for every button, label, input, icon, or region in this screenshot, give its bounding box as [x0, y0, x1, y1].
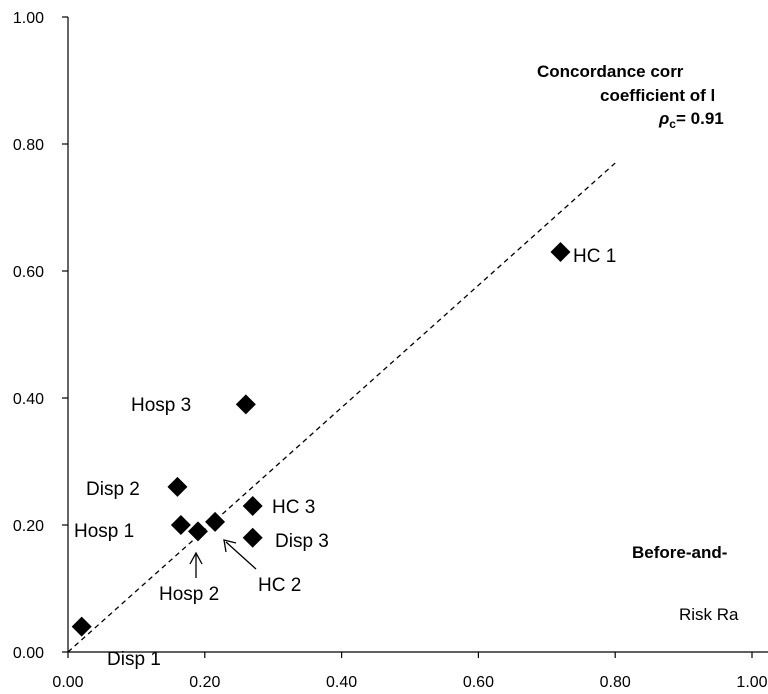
- data-point-disp-3: [242, 527, 263, 548]
- y-tick-label: 1.00: [13, 10, 44, 27]
- x-tick-label: 0.20: [189, 674, 220, 691]
- data-point-disp-2: [167, 476, 188, 497]
- label-hc2: HC 2: [258, 575, 301, 596]
- hosp2-arrow: [189, 551, 203, 578]
- rho-subscript: c: [669, 117, 676, 131]
- x-tick-label: 0.60: [463, 674, 494, 691]
- x-tick-label: 0.40: [326, 674, 357, 691]
- label-disp1: Disp 1: [107, 649, 161, 670]
- label-disp2: Disp 2: [86, 479, 140, 500]
- x-tick-label: 0.80: [600, 674, 631, 691]
- y-tick-label: 0.40: [13, 391, 44, 408]
- label-hosp1: Hosp 1: [74, 521, 134, 542]
- concordance-line2: coefficient of l: [600, 86, 715, 105]
- concordance-line1: Concordance corr: [537, 62, 684, 81]
- label-hc1: HC 1: [573, 246, 616, 267]
- data-point-hosp-2: [187, 521, 208, 542]
- risk-ratio-label: Risk Ra: [679, 605, 739, 624]
- data-point-hosp-1: [170, 515, 191, 535]
- data-point-hc-2: [205, 511, 226, 532]
- data-points: [71, 241, 571, 637]
- data-point-hc-3: [242, 495, 263, 516]
- label-hosp2: Hosp 2: [159, 584, 219, 605]
- y-tick-label: 0.00: [13, 645, 44, 662]
- y-tick-label: 0.80: [13, 137, 44, 154]
- data-point-disp-1: [71, 616, 92, 637]
- x-tick-label: 1.00: [736, 674, 767, 691]
- rho-value: = 0.91: [676, 109, 724, 128]
- before-after-label: Before-and-: [632, 543, 727, 562]
- y-ticks: 0.00 0.20 0.40 0.60 0.80 1.00: [13, 10, 68, 662]
- label-hosp3: Hosp 3: [131, 395, 191, 416]
- label-hc3: HC 3: [272, 497, 315, 518]
- y-tick-label: 0.20: [13, 518, 44, 535]
- x-ticks: 0.00 0.20 0.40 0.60 0.80 1.00: [52, 652, 768, 691]
- label-disp3: Disp 3: [275, 531, 329, 552]
- x-tick-label: 0.00: [52, 674, 83, 691]
- data-point-hc-1: [550, 241, 571, 262]
- rho-symbol: ρ: [658, 109, 669, 128]
- hc2-arrow: [223, 539, 257, 570]
- data-point-hosp-3: [235, 394, 256, 415]
- rho-annotation: ρc= 0.91: [658, 109, 724, 131]
- y-tick-label: 0.60: [13, 264, 44, 281]
